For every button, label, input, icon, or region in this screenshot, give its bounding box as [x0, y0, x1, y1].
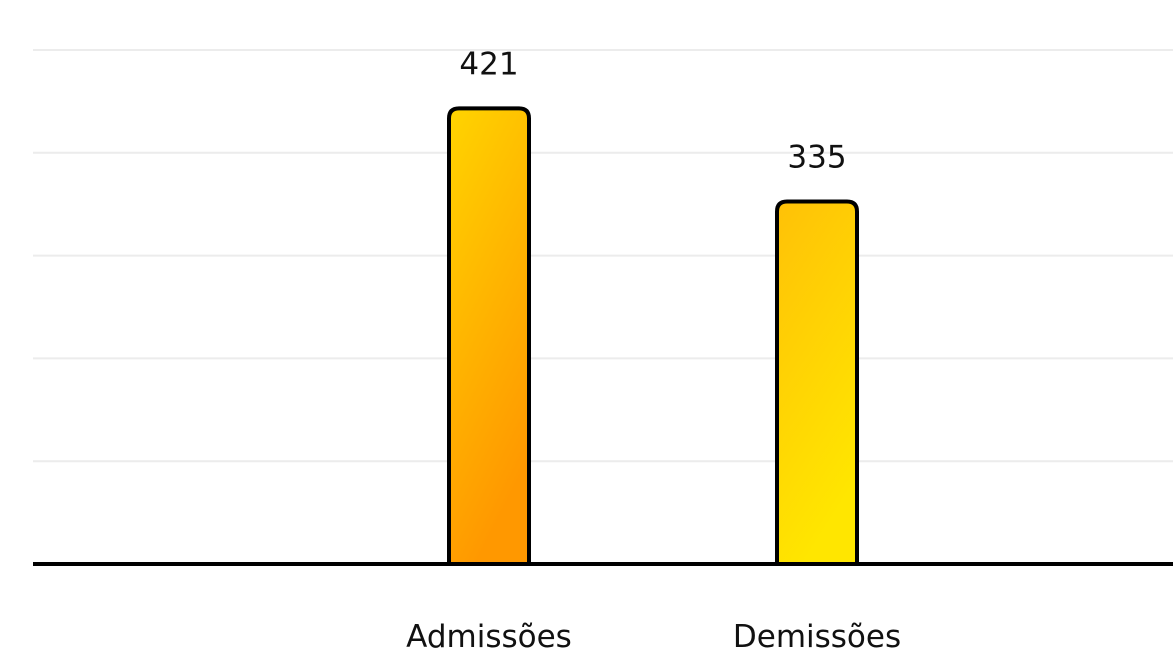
category-labels-group: Admissões Demissões — [406, 619, 901, 649]
value-label: 335 — [787, 139, 846, 175]
bars-group — [447, 106, 859, 564]
value-labels-group: 421 335 — [459, 46, 846, 175]
gridlines — [33, 49, 1173, 463]
category-label: Admissões — [406, 619, 572, 649]
value-label: 421 — [459, 46, 518, 82]
category-label: Demissões — [733, 619, 901, 649]
bar-1 — [775, 199, 859, 564]
bar-0 — [447, 106, 531, 564]
